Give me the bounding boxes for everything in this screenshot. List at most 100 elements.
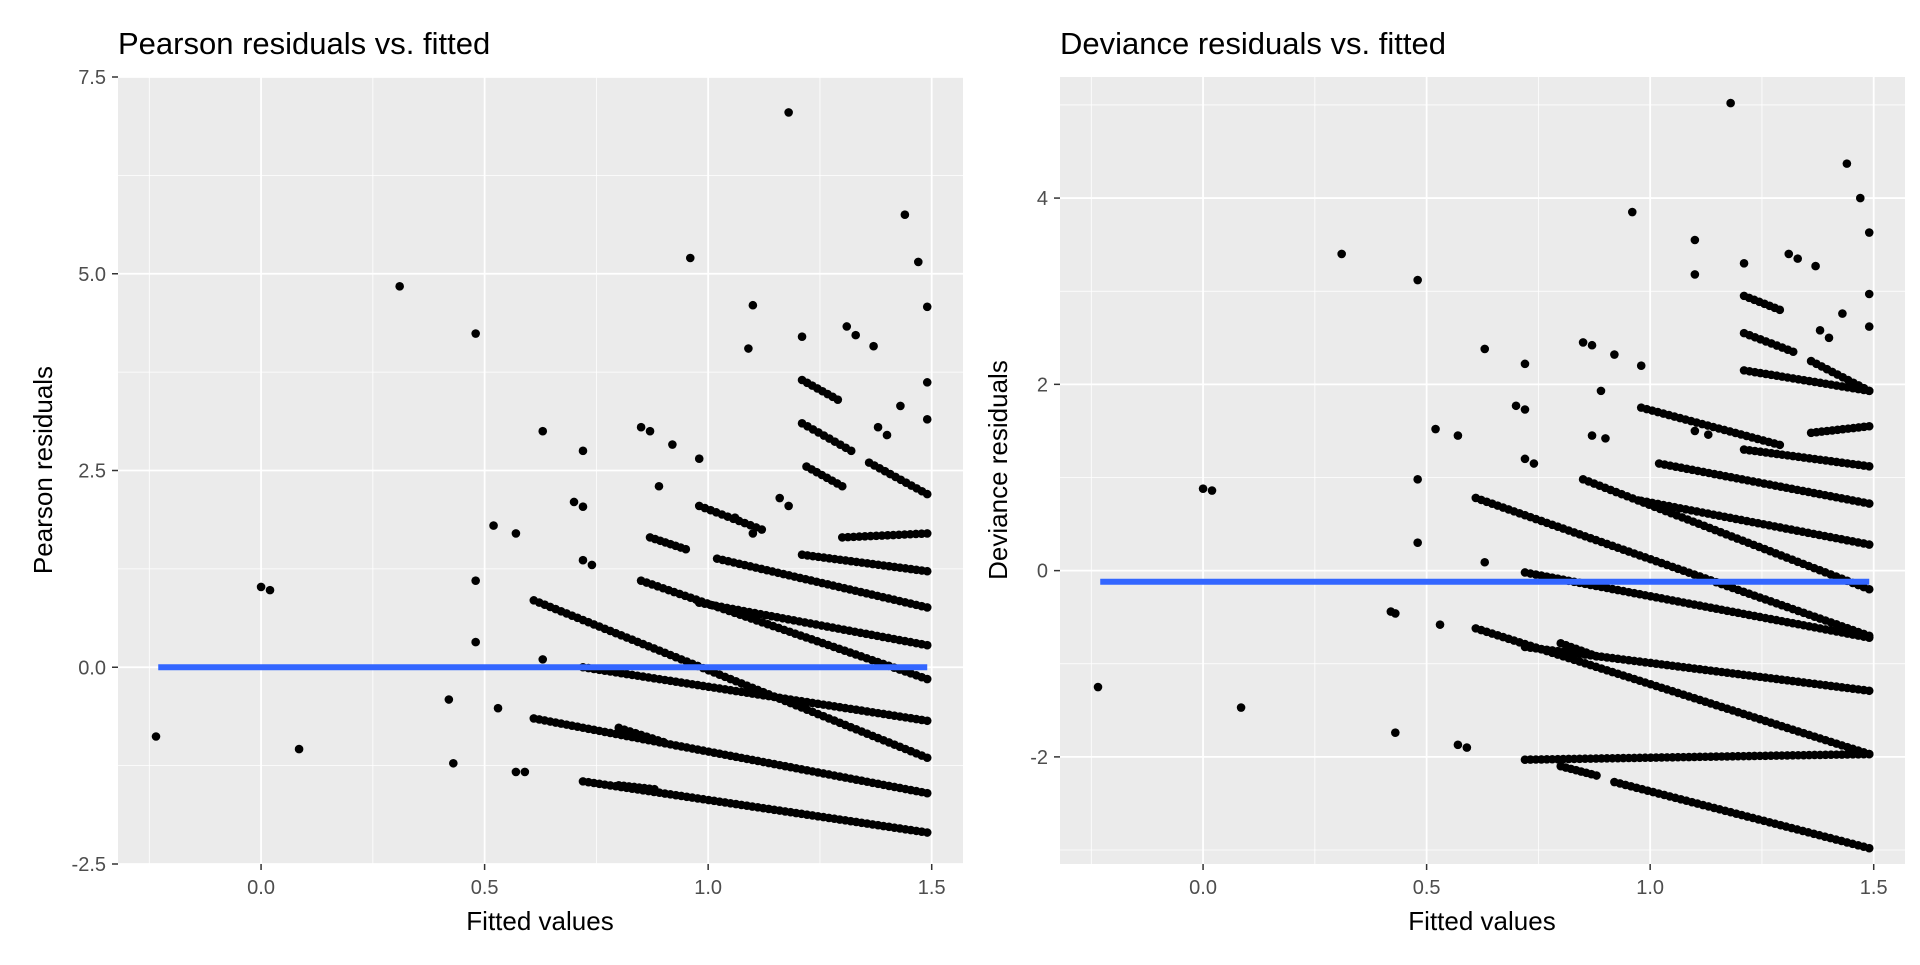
data-point [694,454,704,463]
x-tick-label: 0.5 [1413,877,1441,899]
data-point [922,674,932,684]
data-point [511,529,521,538]
data-point [922,716,932,726]
data-point [659,737,668,747]
data-point [471,637,480,647]
x-tick-label: 0.5 [471,877,499,899]
data-point [922,566,932,576]
data-point [1864,421,1874,431]
data-point [922,603,932,612]
data-point [1775,305,1785,315]
data-point [1413,538,1422,547]
data-point [681,544,691,554]
x-tick-label: 1.5 [1860,877,1888,899]
plot-background [1060,77,1905,864]
data-points [151,108,932,837]
x-tick-label: 0.0 [247,877,275,899]
data-point [489,521,498,530]
data-point [1391,609,1400,618]
data-point [1824,333,1834,343]
data-point [1391,728,1400,737]
data-point [151,732,161,741]
data-point [1864,631,1874,641]
data-point [569,497,579,507]
data-point [1480,344,1490,354]
data-point [587,560,597,570]
data-point [1864,584,1874,594]
data-point [1864,289,1874,299]
data-point [471,576,480,585]
data-point [1529,459,1539,468]
data-point [922,753,932,763]
y-tick-label: 0 [1037,561,1048,583]
data-point [1864,462,1874,471]
data-point [797,332,807,342]
data-point [449,758,458,768]
data-point [1784,249,1794,259]
data-point [578,446,588,456]
data-point [538,655,548,664]
data-point [744,344,753,353]
deviance-panel: 0.0 0.5 1.0 1.5 -2 0 2 4 Deviance residuals vs.… [983,26,1905,936]
data-point [538,426,548,436]
plot-title: Deviance residuals vs. fitted [1060,26,1446,61]
data-point [1587,340,1597,350]
pearson-panel: 0.0 0.5 1.0 1.5 -2.5 0.0 2.5 5.0 7.5 Pearson res… [28,26,963,936]
data-point [846,446,856,456]
data-point [1864,749,1874,759]
data-point [869,341,878,351]
data-point [471,329,480,338]
data-point [1592,771,1601,780]
data-point [1815,326,1825,335]
tick-labels: 0.0 0.5 1.0 1.5 -2.5 0.0 2.5 5.0 7.5 [72,67,946,899]
data-points [1093,98,1874,853]
data-point [922,302,932,312]
data-point [1864,540,1874,549]
x-tick-label: 0.0 [1189,877,1217,899]
data-point [913,257,923,267]
data-point [837,481,847,491]
data-point [1520,359,1530,369]
data-point [1435,620,1445,629]
data-point [1198,484,1208,493]
data-point [1788,347,1798,357]
data-point [1596,386,1606,396]
x-tick-label: 1.0 [1636,877,1664,899]
data-point [1587,431,1597,440]
data-point [256,582,266,592]
data-point [1864,386,1874,396]
data-point [520,767,530,777]
data-point [294,744,304,754]
x-axis-label: Fitted values [1408,906,1555,936]
data-point [922,378,932,387]
data-point [1838,309,1847,318]
data-point [1601,434,1610,443]
data-point [1462,743,1472,752]
data-point [1726,98,1735,108]
data-point [1480,557,1490,567]
data-point [654,481,664,491]
y-tick-label: 2.5 [78,461,106,483]
data-point [650,784,659,794]
data-point [922,788,932,798]
data-point [1793,254,1802,263]
data-point [775,493,784,503]
data-point [1207,486,1217,495]
data-point [833,395,843,404]
data-point [922,828,932,837]
data-point [265,585,275,595]
data-point [1864,228,1874,237]
data-point [1578,338,1588,347]
data-point [882,430,892,440]
data-point [1453,431,1463,440]
data-point [784,108,793,117]
data-point [668,440,677,449]
data-point [873,422,883,432]
data-point [1592,652,1601,661]
data-point [1842,159,1852,168]
data-point [493,703,503,713]
y-axis-label: Pearson residuals [28,366,58,574]
data-point [900,210,910,220]
